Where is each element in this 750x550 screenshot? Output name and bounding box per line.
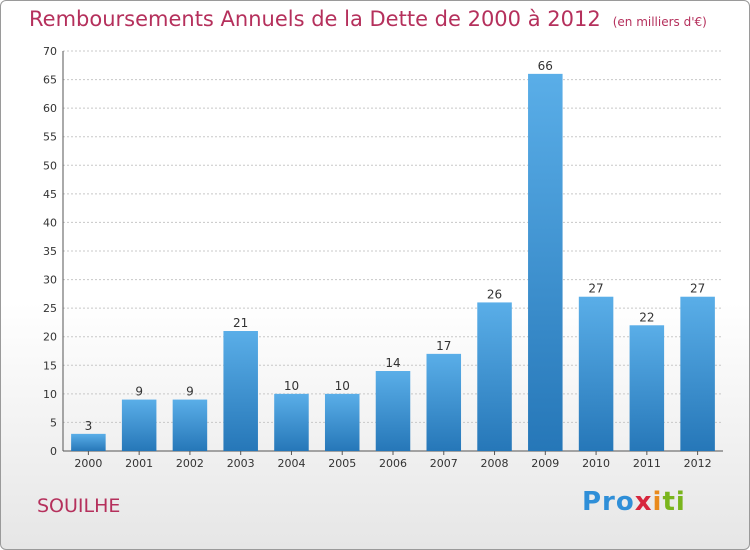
data-label: 27	[690, 282, 705, 296]
x-tick-label: 2000	[74, 457, 102, 470]
data-label: 27	[588, 282, 603, 296]
y-tick-label: 40	[43, 216, 57, 229]
x-tick-label: 2012	[684, 457, 712, 470]
y-tick-label: 35	[43, 245, 57, 258]
chart-unit: (en milliers d'€)	[612, 15, 707, 29]
data-label: 9	[135, 385, 143, 399]
x-tick-label: 2007	[430, 457, 458, 470]
x-tick-label: 2008	[481, 457, 509, 470]
y-tick-label: 45	[43, 188, 57, 201]
x-tick-label: 2005	[328, 457, 356, 470]
bar	[477, 302, 512, 451]
x-tick-label: 2006	[379, 457, 407, 470]
proxiti-logo: Proxiti	[582, 487, 686, 517]
chart-title: Remboursements Annuels de la Dette de 20…	[29, 7, 707, 31]
data-label: 14	[385, 356, 400, 370]
y-tick-label: 5	[50, 416, 57, 429]
y-tick-label: 0	[50, 445, 57, 458]
bar	[578, 296, 614, 451]
x-tick-label: 2001	[125, 457, 153, 470]
bar	[274, 393, 309, 451]
y-tick-label: 65	[43, 74, 57, 87]
commune-name: SOUILHE	[37, 495, 121, 517]
bar	[121, 399, 157, 451]
bar	[324, 393, 360, 451]
x-tick-label: 2002	[176, 457, 204, 470]
chart-title-text: Remboursements Annuels de la Dette de 20…	[29, 7, 601, 31]
y-tick-label: 30	[43, 274, 57, 287]
data-label: 66	[538, 59, 553, 73]
x-tick-label: 2011	[633, 457, 661, 470]
x-tick-label: 2003	[227, 457, 255, 470]
bar	[71, 433, 106, 451]
bar	[528, 73, 563, 451]
y-tick-label: 20	[43, 331, 57, 344]
data-label: 17	[436, 339, 451, 353]
y-tick-label: 50	[43, 159, 57, 172]
bar	[223, 331, 258, 451]
bar	[680, 296, 715, 451]
x-tick-label: 2009	[531, 457, 559, 470]
bar	[375, 371, 411, 451]
data-label: 26	[487, 287, 502, 301]
x-tick-label: 2010	[582, 457, 610, 470]
y-tick-label: 70	[43, 45, 57, 58]
bar	[629, 325, 665, 451]
y-tick-label: 10	[43, 388, 57, 401]
bar	[426, 353, 462, 451]
y-tick-label: 55	[43, 131, 57, 144]
y-tick-label: 60	[43, 102, 57, 115]
data-label: 21	[233, 316, 248, 330]
y-tick-label: 15	[43, 359, 57, 372]
data-label: 10	[335, 379, 350, 393]
data-label: 10	[284, 379, 299, 393]
x-tick-label: 2004	[277, 457, 305, 470]
data-label: 9	[186, 385, 194, 399]
data-label: 3	[85, 419, 93, 433]
bar	[172, 399, 208, 451]
data-label: 22	[639, 310, 654, 324]
y-tick-label: 25	[43, 302, 57, 315]
